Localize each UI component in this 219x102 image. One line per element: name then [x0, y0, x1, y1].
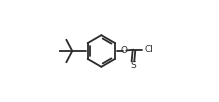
- Text: O: O: [121, 46, 128, 55]
- Text: Cl: Cl: [144, 45, 153, 54]
- Text: S: S: [130, 61, 136, 70]
